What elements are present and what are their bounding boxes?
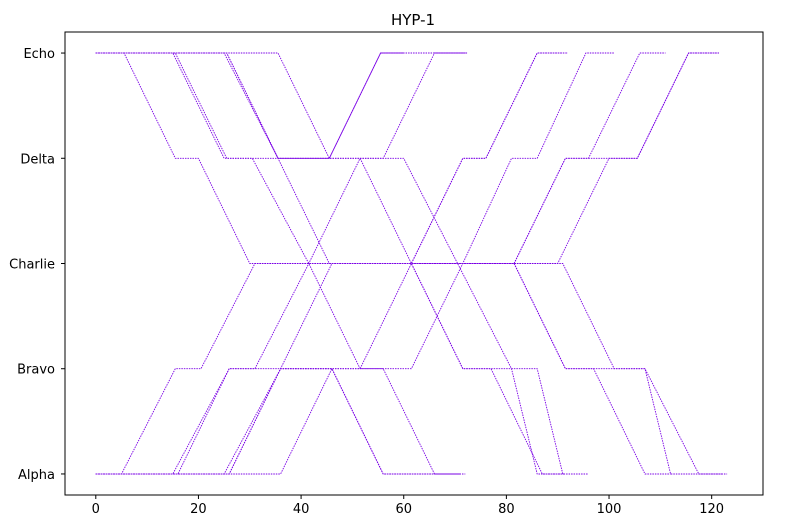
series-group xyxy=(95,52,728,475)
series-line-16 xyxy=(95,263,566,475)
x-tick-label-1: 20 xyxy=(190,502,207,517)
x-tick-label-6: 120 xyxy=(699,502,724,517)
series-line-19 xyxy=(513,52,720,264)
y-tick-label-1: Bravo xyxy=(17,363,55,378)
series-line-9 xyxy=(95,52,466,475)
x-tick-label-5: 100 xyxy=(597,502,622,517)
x-tick-label-2: 40 xyxy=(293,502,310,517)
series-line-13 xyxy=(95,52,468,159)
y-tick-label-3: Delta xyxy=(20,152,55,167)
series-line-10 xyxy=(95,52,615,475)
y-axis-ticks: Alpha Bravo Charlie Delta Echo xyxy=(9,47,65,483)
y-tick-label-2: Charlie xyxy=(9,258,55,273)
series-line-6 xyxy=(359,158,563,475)
x-tick-label-3: 60 xyxy=(395,502,412,517)
x-tick-label-0: 0 xyxy=(92,502,100,517)
series-line-4 xyxy=(95,52,589,475)
series-line-20 xyxy=(513,263,728,475)
series-line-11 xyxy=(95,368,361,475)
x-tick-label-4: 80 xyxy=(498,502,515,517)
series-line-3 xyxy=(95,52,461,475)
y-tick-label-4: Echo xyxy=(23,47,55,62)
y-tick-label-0: Alpha xyxy=(18,468,55,483)
series-line-1 xyxy=(95,52,404,159)
series-line-7 xyxy=(95,368,435,475)
series-line-5 xyxy=(95,52,361,159)
series-line-8 xyxy=(95,52,717,475)
series-line-12 xyxy=(359,52,568,369)
chart-title: HYP-1 xyxy=(391,11,435,29)
x-axis-ticks: 0 20 40 60 80 100 120 xyxy=(92,495,724,517)
series-line-14 xyxy=(95,368,466,475)
series-line-2 xyxy=(95,52,722,475)
